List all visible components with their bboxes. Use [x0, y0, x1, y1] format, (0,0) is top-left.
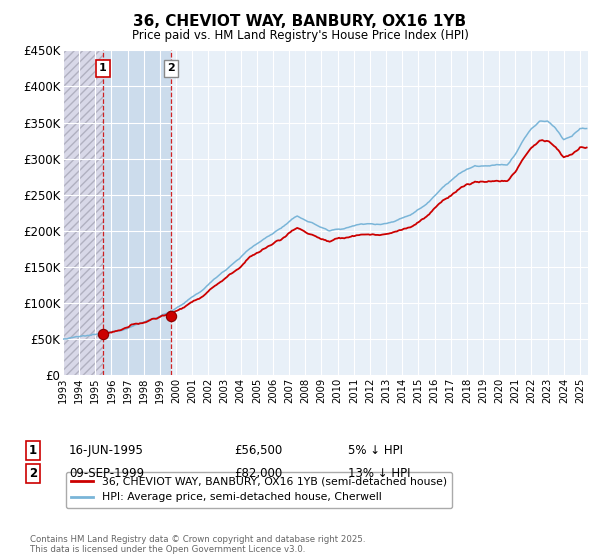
Legend: 36, CHEVIOT WAY, BANBURY, OX16 1YB (semi-detached house), HPI: Average price, se: 36, CHEVIOT WAY, BANBURY, OX16 1YB (semi… [66, 472, 452, 508]
Text: 36, CHEVIOT WAY, BANBURY, OX16 1YB: 36, CHEVIOT WAY, BANBURY, OX16 1YB [133, 14, 467, 29]
Text: 1: 1 [29, 444, 37, 458]
Point [98, 330, 107, 339]
Text: 09-SEP-1999: 09-SEP-1999 [69, 466, 144, 480]
Text: 13% ↓ HPI: 13% ↓ HPI [348, 466, 410, 480]
Bar [63, 50, 103, 375]
Text: 2: 2 [167, 63, 175, 73]
Text: 16-JUN-1995: 16-JUN-1995 [69, 444, 144, 458]
Text: £82,000: £82,000 [234, 466, 282, 480]
Point [166, 311, 176, 320]
Text: Price paid vs. HM Land Registry's House Price Index (HPI): Price paid vs. HM Land Registry's House … [131, 29, 469, 42]
Text: 1: 1 [99, 63, 107, 73]
Text: £56,500: £56,500 [234, 444, 282, 458]
Text: 5% ↓ HPI: 5% ↓ HPI [348, 444, 403, 458]
Bar [103, 50, 171, 375]
Text: 2: 2 [29, 466, 37, 480]
Text: Contains HM Land Registry data © Crown copyright and database right 2025.
This d: Contains HM Land Registry data © Crown c… [30, 535, 365, 554]
